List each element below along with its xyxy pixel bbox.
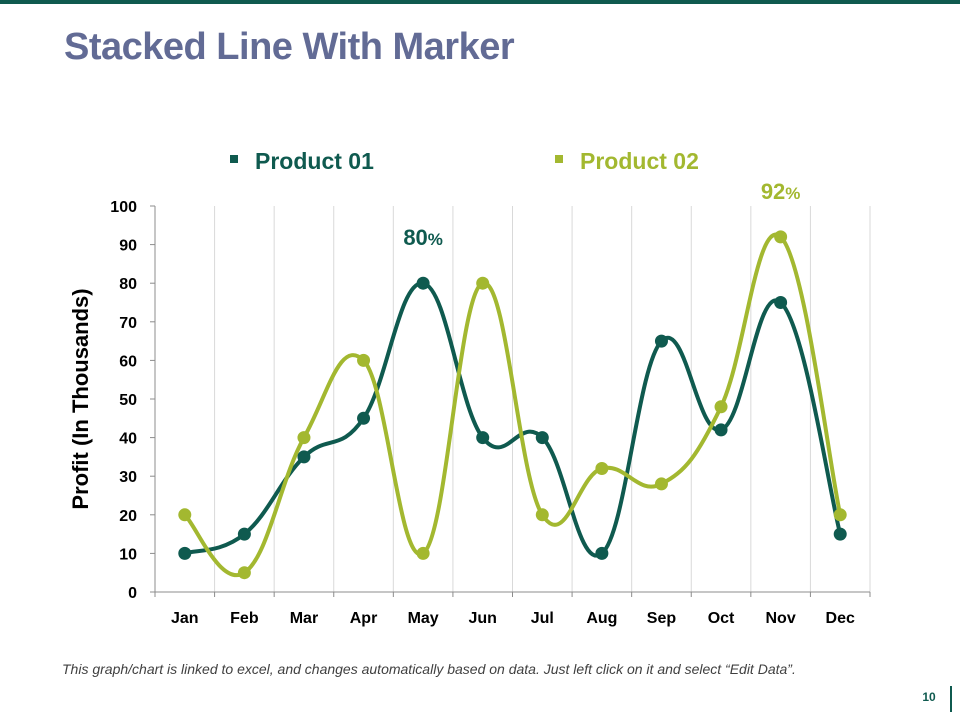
data-point-series-2[interactable] [237,566,251,580]
y-tick-label: 60 [119,353,137,370]
y-tick-label: 90 [119,238,137,255]
data-label: 92% [761,179,801,204]
data-point-series-2[interactable] [714,400,728,414]
x-tick-label: Mar [290,610,318,627]
data-point-series-2[interactable] [595,461,609,475]
data-point-series-1[interactable] [178,546,192,560]
y-tick-label: 50 [119,392,137,409]
x-tick-label: Dec [826,610,855,627]
axes: 0 10 20 30 40 50 60 70 80 90 100 Jan Feb Mar Apr May Jun… [68,199,871,627]
data-point-series-2[interactable] [654,477,668,491]
y-tick-label: 100 [110,199,137,216]
footnote: This graph/chart is linked to excel, and… [62,661,796,677]
slide-title: Stacked Line With Marker [64,26,515,68]
data-point-series-2[interactable] [357,353,371,367]
data-point-series-1[interactable] [237,527,251,541]
y-tick-label: 0 [128,585,137,602]
data-label: 80% [403,225,443,250]
y-axis-title: Profit (In Thousands) [68,288,93,509]
data-point-series-2[interactable] [774,230,788,244]
x-tick-label: May [408,610,439,627]
data-point-series-1[interactable] [416,276,430,290]
y-tick-label: 40 [119,431,137,448]
data-point-series-2[interactable] [535,508,549,522]
page-number: 10 [922,690,936,704]
y-tick-label: 70 [119,315,137,332]
x-tick-label: Aug [586,610,617,627]
data-point-series-1[interactable] [297,450,311,464]
data-point-series-2[interactable] [833,508,847,522]
y-tick-label: 30 [119,469,137,486]
legend-label: Product 01 [255,148,374,174]
data-point-series-1[interactable] [833,527,847,541]
y-tick-label: 80 [119,276,137,293]
y-tick-label: 10 [119,546,137,563]
data-point-series-1[interactable] [774,296,788,309]
legend-swatch [555,155,563,163]
page-number-bar [950,686,952,712]
legend-swatch [230,155,238,163]
x-tick-label: Jul [531,610,554,627]
x-tick-label: Feb [230,610,259,627]
x-tick-label: Jun [468,610,496,627]
x-tick-label: Jan [171,610,199,627]
top-accent-rule [0,0,960,4]
chart-legend: Product 01 Product 02 [230,148,699,174]
x-tick-label: Sep [647,610,677,627]
data-point-series-2[interactable] [476,276,490,290]
data-point-series-1[interactable] [654,334,668,348]
series-markers [178,230,847,580]
data-point-series-2[interactable] [297,431,311,445]
data-point-series-1[interactable] [535,431,549,445]
data-point-series-1[interactable] [595,546,609,560]
x-tick-label: Nov [766,610,796,627]
data-point-series-2[interactable] [416,546,430,560]
y-tick-label: 20 [119,508,137,525]
chart-labels: 80% 92% [403,179,800,250]
data-point-series-2[interactable] [178,508,192,522]
x-tick-label: Apr [350,610,378,627]
data-point-series-1[interactable] [714,423,728,437]
gridlines [214,206,871,592]
legend-label: Product 02 [580,148,699,174]
data-point-series-1[interactable] [476,431,490,445]
x-tick-label: Oct [708,610,735,627]
data-point-series-1[interactable] [357,411,371,425]
